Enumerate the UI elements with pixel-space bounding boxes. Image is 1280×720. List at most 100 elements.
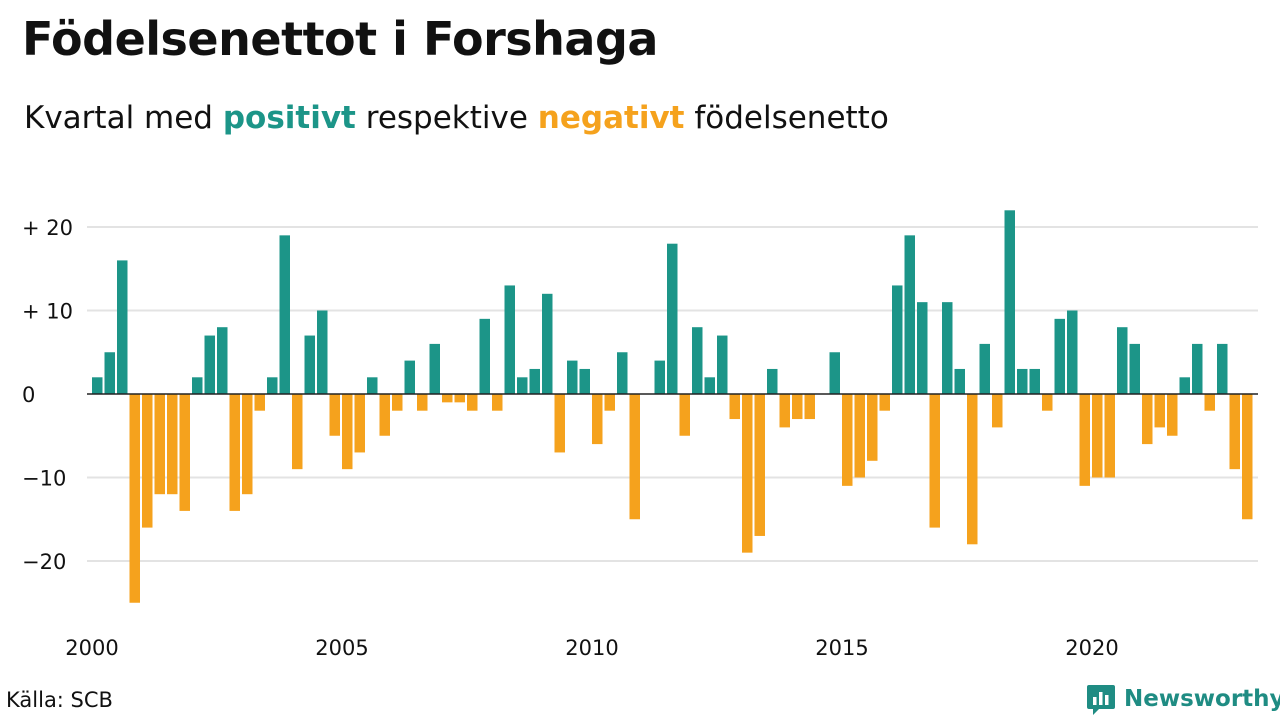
bar [854, 394, 865, 478]
bar [429, 343, 440, 394]
bar [279, 235, 290, 394]
bar [342, 394, 353, 470]
bar [1042, 394, 1053, 411]
bar [129, 394, 140, 603]
bar [267, 377, 278, 394]
bar-chart: + 20 + 10 0 −10 −20 2000 2005 2010 2015 2020 [22, 210, 1258, 660]
bar [754, 394, 765, 536]
bar [779, 394, 790, 428]
source-label: Källa: SCB [6, 688, 113, 712]
bar [529, 368, 540, 394]
bar [829, 352, 840, 394]
bar [1004, 210, 1015, 394]
bar [1054, 318, 1065, 394]
bar [842, 394, 853, 486]
bar [1179, 377, 1190, 394]
bar [404, 360, 415, 394]
chart-title: Födelsenettot i Forshaga [22, 12, 658, 66]
bar [692, 327, 703, 394]
bar [992, 394, 1003, 428]
bar [417, 394, 428, 411]
bar [592, 394, 603, 445]
bar [1242, 394, 1253, 520]
x-tick-label: 2005 [315, 636, 368, 660]
bar [117, 260, 128, 394]
bar [954, 368, 965, 394]
bar [1092, 394, 1103, 478]
bar [217, 327, 228, 394]
bar [479, 318, 490, 394]
subtitle-suffix: födelsenetto [694, 100, 889, 136]
bar [729, 394, 740, 420]
bar [967, 394, 978, 545]
bar [142, 394, 153, 528]
bar [767, 368, 778, 394]
bar [1117, 327, 1128, 394]
bar [1067, 310, 1078, 394]
bar [517, 377, 528, 394]
bar [1029, 368, 1040, 394]
bar [317, 310, 328, 394]
bar [229, 394, 240, 511]
y-tick-label: + 10 [22, 300, 73, 324]
bar [154, 394, 165, 495]
subtitle-positive: positivt [222, 100, 356, 136]
x-tick-label: 2000 [65, 636, 118, 660]
bar [504, 285, 515, 394]
bar [242, 394, 253, 495]
bar [979, 343, 990, 394]
y-tick-label: + 20 [22, 216, 73, 240]
bar [1154, 394, 1165, 428]
subtitle-middle: respektive [365, 100, 528, 136]
bar [254, 394, 265, 411]
bar [679, 394, 690, 436]
bar [379, 394, 390, 436]
bar [192, 377, 203, 394]
bar [167, 394, 178, 495]
bar [1229, 394, 1240, 470]
newsworthy-logo-icon [1087, 685, 1115, 715]
bar [542, 293, 553, 394]
bar [742, 394, 753, 553]
subtitle-prefix: Kvartal med [24, 100, 213, 136]
bar [804, 394, 815, 420]
bar [1217, 343, 1228, 394]
bar [929, 394, 940, 528]
bar [629, 394, 640, 520]
x-tick-label: 2010 [565, 636, 618, 660]
bar [329, 394, 340, 436]
bar [454, 394, 465, 403]
y-tick-label: −10 [22, 467, 66, 491]
y-tick-label: 0 [22, 383, 35, 407]
bar [92, 377, 103, 394]
bar [1129, 343, 1140, 394]
bar [1142, 394, 1153, 445]
chart-subtitle: Kvartal med positivt respektive negativt… [24, 100, 889, 136]
bar [917, 302, 928, 394]
brand-name: Newsworthy [1124, 686, 1280, 712]
bar [604, 394, 615, 411]
bar [292, 394, 303, 470]
x-tick-label: 2020 [1065, 636, 1118, 660]
bar [467, 394, 478, 411]
bar [179, 394, 190, 511]
bar [704, 377, 715, 394]
bar [104, 352, 115, 394]
bar [1167, 394, 1178, 436]
bar [442, 394, 453, 403]
bar [554, 394, 565, 453]
brand: Newsworthy [1086, 682, 1280, 716]
bar [617, 352, 628, 394]
x-tick-label: 2015 [815, 636, 868, 660]
bar [717, 335, 728, 394]
bar [1017, 368, 1028, 394]
bar [867, 394, 878, 461]
bar [304, 335, 315, 394]
bar [892, 285, 903, 394]
bar [579, 368, 590, 394]
subtitle-negative: negativt [537, 100, 685, 136]
bar [204, 335, 215, 394]
bar [1192, 343, 1203, 394]
bar [354, 394, 365, 453]
bar [942, 302, 953, 394]
